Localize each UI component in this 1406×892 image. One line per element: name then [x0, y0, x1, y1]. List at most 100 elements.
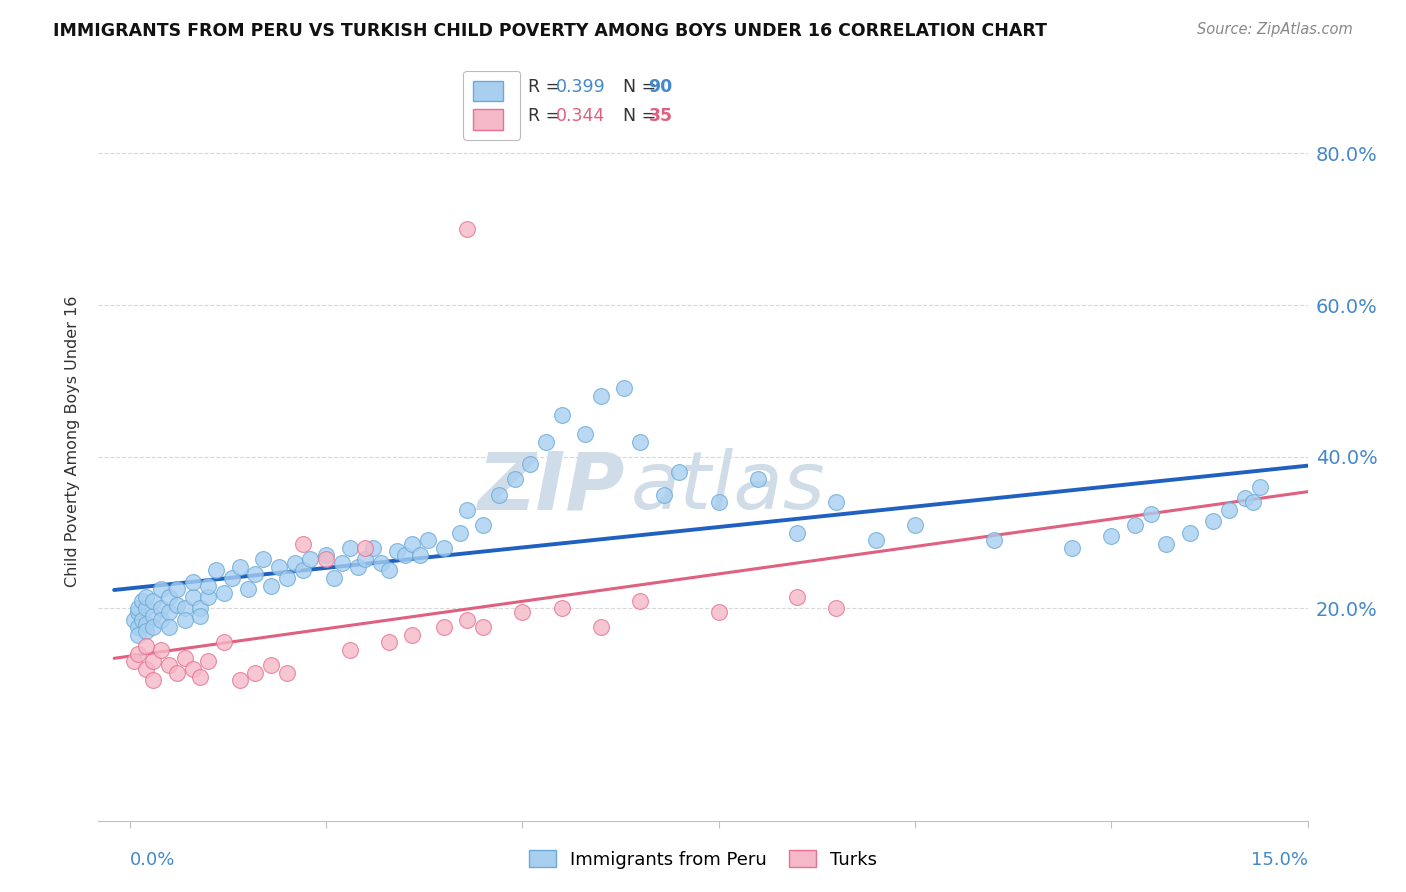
- Point: [534, 434, 557, 449]
- Point: [166, 665, 188, 680]
- Point: [127, 601, 149, 615]
- Point: [385, 544, 408, 558]
- Point: [1233, 491, 1256, 506]
- Point: [394, 548, 416, 563]
- Point: [361, 541, 384, 555]
- Point: [472, 517, 495, 532]
- Point: [519, 457, 541, 471]
- Point: [433, 541, 456, 555]
- Text: IMMIGRANTS FROM PERU VS TURKISH CHILD POVERTY AMONG BOYS UNDER 16 CORRELATION CH: IMMIGRANTS FROM PERU VS TURKISH CHILD PO…: [53, 22, 1047, 40]
- Point: [181, 662, 204, 676]
- Point: [456, 503, 478, 517]
- Point: [122, 613, 145, 627]
- Point: [276, 571, 298, 585]
- Point: [150, 613, 173, 627]
- Y-axis label: Child Poverty Among Boys Under 16: Child Poverty Among Boys Under 16: [65, 296, 80, 587]
- Point: [135, 601, 157, 615]
- Point: [190, 609, 212, 624]
- Point: [150, 582, 173, 597]
- Point: [212, 586, 235, 600]
- Point: [550, 601, 572, 615]
- Point: [574, 427, 596, 442]
- Point: [127, 620, 149, 634]
- Point: [150, 601, 173, 615]
- Point: [707, 605, 730, 619]
- Point: [409, 548, 432, 563]
- Point: [1241, 495, 1264, 509]
- Point: [131, 594, 153, 608]
- Point: [299, 552, 322, 566]
- Point: [173, 601, 195, 615]
- Text: N =: N =: [613, 78, 662, 96]
- Point: [550, 408, 572, 422]
- Point: [825, 495, 848, 509]
- Point: [150, 643, 173, 657]
- Text: ZIP: ZIP: [477, 448, 624, 526]
- Point: [252, 552, 274, 566]
- Point: [418, 533, 440, 548]
- Text: R =: R =: [527, 78, 565, 96]
- Point: [1123, 517, 1146, 532]
- Point: [157, 590, 180, 604]
- Point: [284, 556, 307, 570]
- Point: [181, 590, 204, 604]
- Point: [197, 579, 219, 593]
- Point: [628, 434, 651, 449]
- Point: [339, 541, 361, 555]
- Point: [1060, 541, 1083, 555]
- Point: [323, 571, 346, 585]
- Point: [401, 628, 423, 642]
- Point: [127, 628, 149, 642]
- Point: [1202, 514, 1225, 528]
- Point: [142, 673, 165, 688]
- Point: [503, 473, 526, 487]
- Point: [330, 556, 353, 570]
- Point: [786, 590, 808, 604]
- Point: [1249, 480, 1271, 494]
- Point: [983, 533, 1005, 548]
- Point: [378, 635, 401, 649]
- Point: [173, 613, 195, 627]
- Point: [135, 662, 157, 676]
- Point: [260, 658, 283, 673]
- Point: [166, 582, 188, 597]
- Point: [346, 559, 368, 574]
- Point: [456, 222, 478, 236]
- Point: [142, 620, 165, 634]
- Legend: Immigrants from Peru, Turks: Immigrants from Peru, Turks: [522, 843, 884, 876]
- Point: [166, 598, 188, 612]
- Point: [589, 620, 612, 634]
- Point: [904, 517, 927, 532]
- Point: [127, 647, 149, 661]
- Point: [315, 552, 337, 566]
- Point: [157, 658, 180, 673]
- Point: [190, 669, 212, 684]
- Point: [865, 533, 887, 548]
- Point: [221, 571, 243, 585]
- Point: [488, 487, 510, 501]
- Point: [127, 605, 149, 619]
- Point: [131, 613, 153, 627]
- Point: [652, 487, 675, 501]
- Point: [401, 537, 423, 551]
- Point: [825, 601, 848, 615]
- Point: [135, 590, 157, 604]
- Point: [370, 556, 392, 570]
- Point: [135, 616, 157, 631]
- Point: [260, 579, 283, 593]
- Point: [628, 594, 651, 608]
- Point: [354, 552, 377, 566]
- Text: 90: 90: [648, 78, 673, 96]
- Point: [1154, 537, 1177, 551]
- Point: [142, 609, 165, 624]
- Point: [157, 620, 180, 634]
- Point: [613, 382, 636, 396]
- Point: [276, 665, 298, 680]
- Legend: , : ,: [464, 70, 520, 140]
- Point: [589, 389, 612, 403]
- Point: [1139, 507, 1161, 521]
- Point: [122, 655, 145, 669]
- Point: [245, 567, 267, 582]
- Point: [135, 624, 157, 639]
- Point: [173, 650, 195, 665]
